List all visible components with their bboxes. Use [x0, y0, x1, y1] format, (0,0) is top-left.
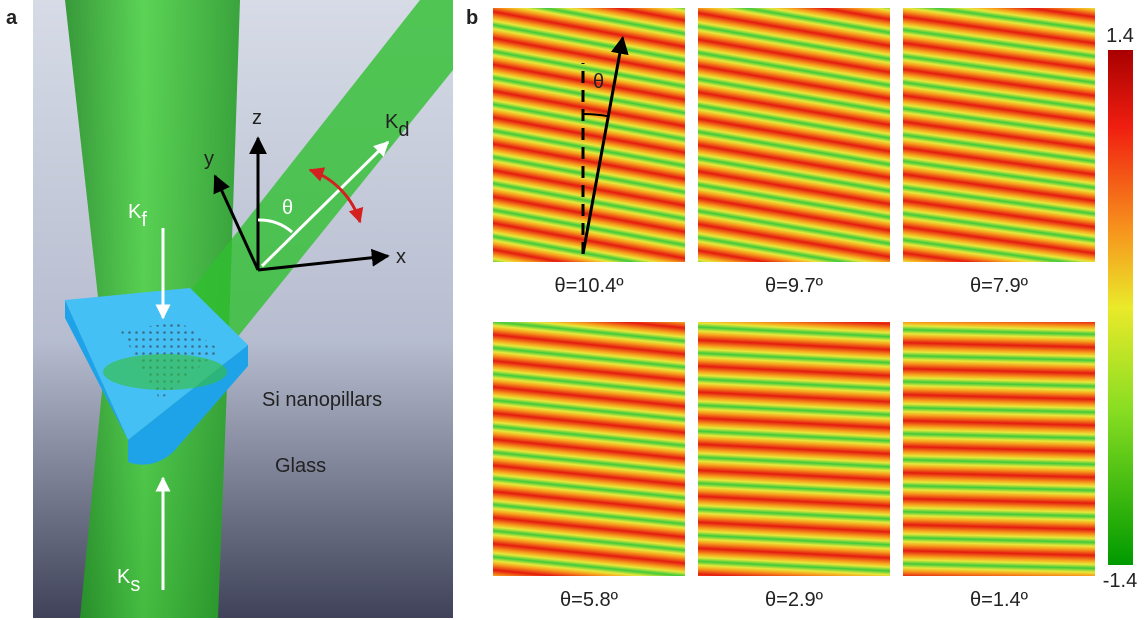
axis-label: x: [396, 246, 406, 268]
figure: a z x y θ Kd Kf Ks Si nanopillars Glass …: [0, 0, 1148, 620]
axis-label: z: [252, 107, 262, 129]
colorbar: [1108, 50, 1133, 565]
angle-label: θ: [282, 197, 293, 219]
subscript: s: [130, 574, 140, 596]
field-map: [903, 8, 1095, 262]
map-label: θ=1.4º: [970, 589, 1029, 611]
map-label: θ=7.9º: [970, 275, 1029, 297]
colorbar-tick-label: 1.4: [1106, 25, 1134, 47]
axis-label: y: [204, 148, 214, 170]
subscript: d: [398, 119, 409, 141]
subscript: f: [141, 209, 147, 231]
panel-label: b: [466, 7, 478, 29]
map-label: θ=2.9º: [765, 589, 824, 611]
symbol: K: [128, 201, 142, 223]
panel-a: a z x y θ Kd Kf Ks Si nanopillars Glass: [6, 0, 453, 618]
angle-label: θ: [593, 71, 604, 93]
field-map: [698, 8, 890, 262]
map-label: θ=9.7º: [765, 275, 824, 297]
field-map: [903, 322, 1095, 576]
symbol: K: [117, 566, 131, 588]
beam-spot: [103, 354, 227, 390]
panel-b: b θ=10.4º θ θ=9.7º θ=7.9º θ=5.8º θ=2.9º θ=1.4º…: [466, 7, 1137, 611]
symbol: K: [385, 111, 399, 133]
field-map: [493, 322, 685, 576]
panel-label: a: [6, 7, 18, 29]
material-label: Si nanopillars: [262, 389, 382, 411]
field-map: [698, 322, 890, 576]
map-label: θ=5.8º: [560, 589, 619, 611]
map-label: θ=10.4º: [554, 275, 624, 297]
material-label: Glass: [275, 455, 326, 477]
colorbar-tick-label: -1.4: [1103, 570, 1137, 592]
